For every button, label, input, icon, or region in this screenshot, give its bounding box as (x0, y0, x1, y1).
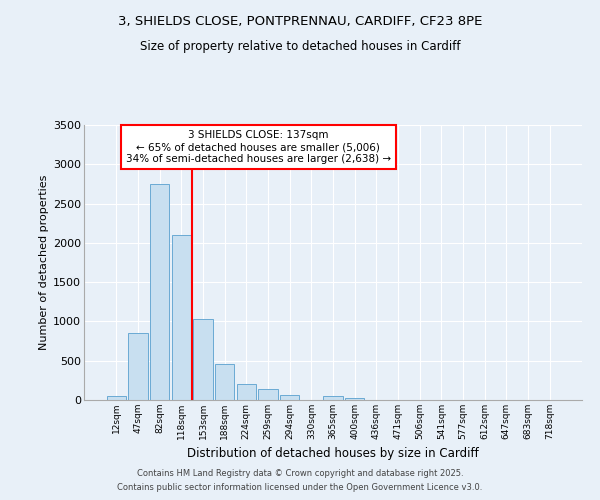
Bar (280, 396, 299, 400)
Text: Size of property relative to detached houses in Cardiff: Size of property relative to detached ho… (140, 40, 460, 53)
Bar (215, 364, 235, 400)
Text: 3 SHIELDS CLOSE: 137sqm
← 65% of detached houses are smaller (5,006)
34% of semi: 3 SHIELDS CLOSE: 137sqm ← 65% of detache… (126, 130, 391, 164)
Bar (193, 319, 213, 400)
X-axis label: Distribution of detached houses by size in Cardiff: Distribution of detached houses by size … (187, 448, 479, 460)
Text: Contains HM Land Registry data © Crown copyright and database right 2025.: Contains HM Land Registry data © Crown c… (137, 468, 463, 477)
Bar (150, 184, 169, 400)
Bar (345, 398, 364, 400)
Bar (236, 384, 256, 400)
Bar (107, 396, 126, 400)
Y-axis label: Number of detached properties: Number of detached properties (39, 175, 49, 350)
Text: 3, SHIELDS CLOSE, PONTPRENNAU, CARDIFF, CF23 8PE: 3, SHIELDS CLOSE, PONTPRENNAU, CARDIFF, … (118, 15, 482, 28)
Bar (128, 333, 148, 400)
Bar (172, 235, 191, 400)
Bar (323, 396, 343, 400)
Bar (258, 389, 278, 400)
Text: Contains public sector information licensed under the Open Government Licence v3: Contains public sector information licen… (118, 484, 482, 492)
